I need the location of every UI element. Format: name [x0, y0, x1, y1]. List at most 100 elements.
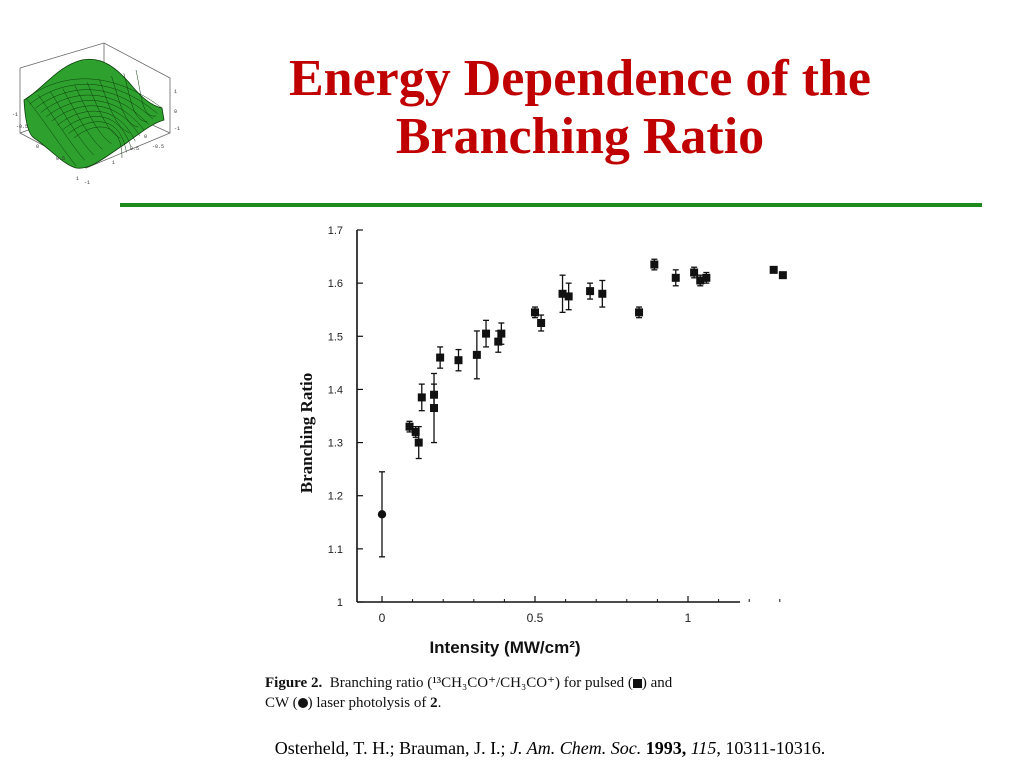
pulsed-data-point — [696, 276, 705, 285]
pulsed-data-point — [586, 287, 595, 296]
caption-end: . — [437, 695, 442, 711]
mesh-line — [46, 100, 145, 131]
pulsed-data-point — [497, 329, 506, 338]
y-tick-label: 1.4 — [328, 384, 343, 396]
y-tick-label: 1.2 — [328, 491, 343, 503]
citation-year: 1993, — [645, 738, 687, 758]
logo-tick: 1 — [76, 176, 79, 182]
mesh-line — [34, 89, 154, 120]
cw-marker-icon — [297, 698, 308, 708]
figure-caption: Figure 2. Branching ratio (¹³CH₃CO⁺/CH₃C… — [265, 673, 795, 713]
y-tick-label: 1.6 — [328, 278, 343, 290]
mesh-line — [38, 94, 86, 161]
pulsed-data-point — [405, 422, 414, 431]
logo-tick: 0 — [174, 109, 177, 115]
mesh-line — [123, 73, 148, 122]
pulsed-data-point — [778, 271, 787, 280]
pulsed-data-point — [671, 273, 680, 282]
logo-tick: -1 — [12, 112, 18, 118]
mesh-line — [111, 76, 139, 128]
y-tick-label: 1.5 — [328, 331, 343, 343]
title-divider — [120, 203, 982, 207]
mesh-line — [29, 84, 158, 114]
logo-tick: 1 — [174, 89, 177, 95]
cw-data-point — [377, 510, 387, 519]
x-axis-ticks: 00.511.5 — [379, 596, 781, 625]
mesh-line — [62, 116, 132, 147]
caption-text-3: ) and — [641, 675, 673, 691]
pulsed-data-point — [635, 308, 644, 317]
pulsed-data-point — [690, 268, 699, 277]
mesh-line — [51, 105, 140, 136]
pulsed-data-point — [564, 292, 573, 301]
caption-compound: 2 — [430, 695, 438, 711]
y-axis-ticks: 1 1.1 1.2 1.3 1.4 1.5 1.6 1.7 — [328, 225, 363, 609]
mesh-line — [68, 121, 127, 153]
slide-title-line1: Energy Dependence of the — [288, 50, 872, 107]
citation-authors: Osterheld, T. H.; Brauman, J. I.; — [274, 738, 511, 758]
logo-tick: 0.5 — [56, 156, 65, 162]
x-tick-label: 0 — [379, 611, 386, 625]
y-axis-label: Branching Ratio — [297, 373, 316, 493]
logo-tick-labels: -1 -0.5 0 0.5 1 1 0.5 0 -0.5 -1 1 0 -1 — [12, 89, 180, 186]
citation: Osterheld, T. H.; Brauman, J. I.; J. Am.… — [100, 738, 1000, 759]
mesh-line — [62, 88, 103, 150]
logo-tick: -0.5 — [16, 124, 28, 130]
logo-tick: 0 — [36, 144, 39, 150]
pulsed-data-point — [436, 353, 445, 362]
chart-axes — [356, 230, 740, 603]
figure-label: Figure 2. — [265, 675, 323, 691]
citation-pages: , 10311-10316. — [716, 738, 826, 758]
logo-tick: -0.5 — [152, 144, 164, 150]
slide-title: Energy Dependence of the Branching Ratio — [200, 50, 960, 166]
mesh-line — [50, 91, 94, 156]
y-tick-label: 1.3 — [328, 438, 343, 450]
pulsed-data-point — [769, 265, 778, 274]
x-tick-label: 1 — [685, 611, 692, 625]
pulsed-data-point — [414, 438, 423, 447]
logo-tick: -1 — [84, 180, 90, 186]
logo-tick: 0.5 — [130, 146, 139, 152]
pulsed-data-point — [417, 393, 426, 402]
surface-mesh — [23, 58, 165, 169]
data-points — [377, 258, 787, 558]
pulsed-data-point — [531, 308, 539, 317]
pulsed-data-point — [537, 319, 546, 327]
caption-text-4: CW ( — [265, 695, 298, 711]
x-tick-label: 0.5 — [527, 611, 544, 625]
mesh-line — [23, 78, 163, 109]
mesh-line — [25, 97, 77, 167]
logo-tick: -1 — [174, 126, 180, 132]
mesh-line — [135, 69, 157, 117]
mesh-line — [99, 79, 130, 133]
slide-title-line2: Branching Ratio — [395, 108, 765, 165]
caption-text-1: Branching ratio ( — [329, 675, 433, 691]
caption-text-5: ) laser photolysis of — [307, 695, 431, 711]
y-tick-label: 1.7 — [328, 225, 343, 237]
citation-journal: J. Am. Chem. Soc. — [510, 738, 642, 758]
caption-formula: ¹³CH₃CO⁺/CH₃CO⁺ — [432, 675, 555, 691]
y-tick-label: 1 — [337, 597, 343, 609]
pulsed-marker-icon — [632, 679, 642, 688]
surface-grid — [23, 69, 163, 167]
x-axis-label: Intensity (MW/cm²) — [429, 638, 580, 657]
pulsed-data-point — [472, 350, 481, 359]
pulsed-data-point — [494, 337, 503, 346]
pulsed-data-point — [411, 427, 420, 436]
logo-tick: 1 — [112, 160, 115, 166]
pulsed-data-point — [598, 289, 607, 298]
pulsed-data-point — [702, 273, 711, 282]
pulsed-data-point — [558, 289, 567, 298]
citation-volume: 115 — [690, 738, 717, 758]
mesh-line — [74, 85, 112, 144]
logo-tick: 0 — [144, 134, 147, 140]
caption-text-2: ) for pulsed ( — [555, 675, 633, 691]
pulsed-data-point — [430, 404, 439, 413]
branching-ratio-chart: 1 1.1 1.2 1.3 1.4 1.5 1.6 1.7 0 0.5 1 1.5 Branchin… — [297, 225, 787, 657]
y-tick-label: 1.1 — [328, 544, 343, 556]
pulsed-data-point — [454, 356, 463, 365]
surface-plot-logo-icon: -1 -0.5 0 0.5 1 1 0.5 0 -0.5 -1 1 0 -1 — [12, 42, 180, 186]
pulsed-data-point — [482, 329, 491, 338]
pulsed-data-point — [650, 260, 659, 269]
mesh-line — [73, 126, 123, 159]
